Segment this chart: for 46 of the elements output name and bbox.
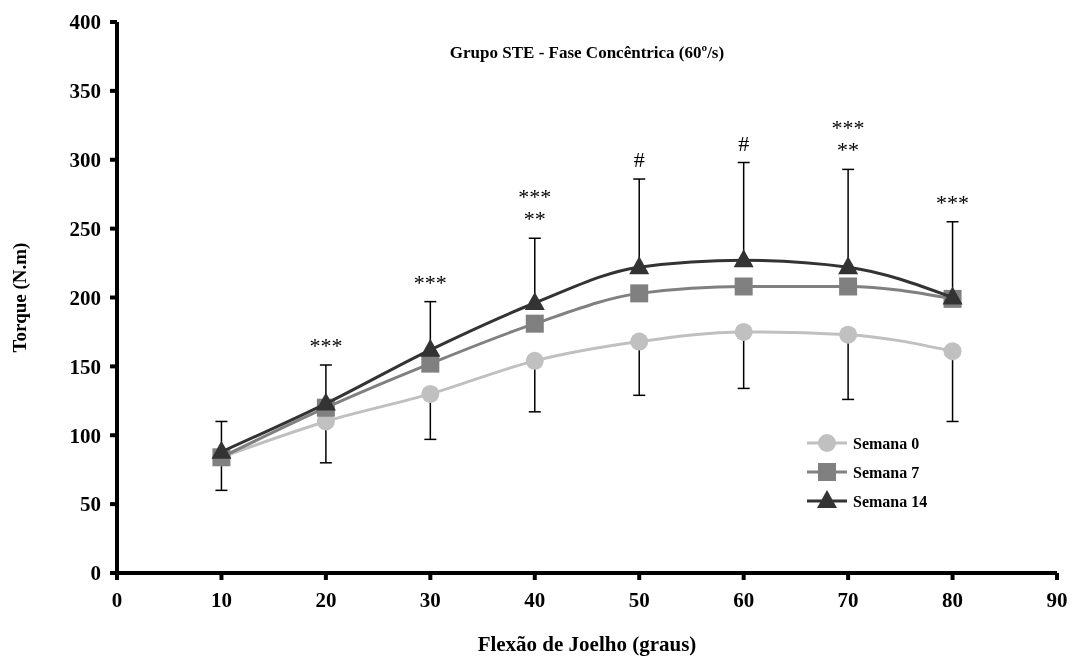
annotation: # <box>738 130 750 156</box>
y-tick-label: 400 <box>69 10 101 35</box>
x-tick-label: 30 <box>419 588 441 612</box>
point <box>525 314 544 333</box>
point <box>733 249 754 268</box>
x-tick-label: 10 <box>210 588 232 612</box>
point <box>839 277 858 296</box>
x-tick-label: 80 <box>942 588 964 612</box>
x-tick-label: 90 <box>1046 588 1068 612</box>
x-tick-label: 70 <box>837 588 859 612</box>
y-tick-label: 300 <box>69 148 101 173</box>
y-tick-label: 350 <box>69 79 101 104</box>
y-axis-title: Torque (N.m) <box>9 242 31 353</box>
point <box>734 277 753 296</box>
y-tick-label: 50 <box>80 492 101 517</box>
point <box>839 325 858 344</box>
point <box>630 284 649 303</box>
annotation: *** <box>309 333 343 358</box>
x-tick-label: 40 <box>524 588 546 612</box>
point <box>524 292 545 311</box>
annotation: *** <box>413 269 447 295</box>
x-tick-label: 20 <box>315 588 337 612</box>
y-tick-label: 0 <box>90 561 101 586</box>
point <box>420 338 441 357</box>
point <box>629 256 650 275</box>
point <box>943 342 962 361</box>
point <box>421 384 440 403</box>
y-tick-label: 150 <box>69 354 101 379</box>
legend-label: Semana 14 <box>853 492 928 510</box>
legend-label: Semana 0 <box>853 434 920 452</box>
y-tick-label: 250 <box>69 216 101 241</box>
annotation: # <box>633 147 645 173</box>
annotation: *** <box>936 189 970 215</box>
legend-label: Semana 7 <box>853 463 920 481</box>
x-tick-label: 0 <box>111 588 123 612</box>
x-tick-label: 60 <box>733 588 755 612</box>
point <box>838 256 859 275</box>
y-tick-label: 100 <box>69 423 101 448</box>
text: Grupo STE - Fase Concêntrica (60º/s) <box>449 43 725 62</box>
x-tick-label: 50 <box>628 588 650 612</box>
point <box>630 332 649 351</box>
y-tick-label: 200 <box>69 285 101 310</box>
point <box>525 351 544 370</box>
point <box>734 322 753 341</box>
point <box>315 392 336 411</box>
x-axis-title: Flexão de Joelho (graus) <box>477 632 697 656</box>
